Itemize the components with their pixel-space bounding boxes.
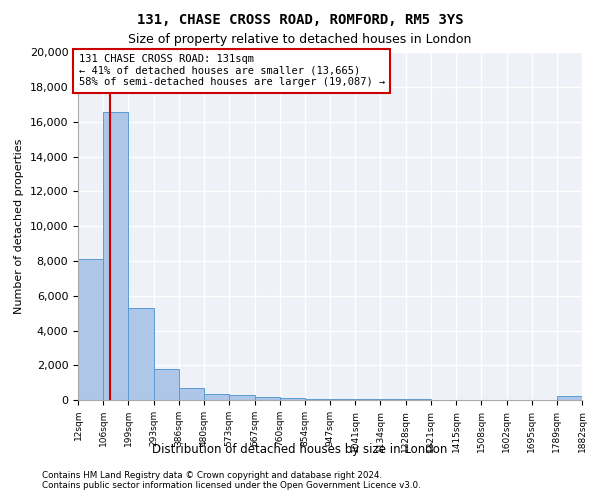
Bar [103,112,128,400]
Bar [355,399,380,400]
Text: Contains HM Land Registry data © Crown copyright and database right 2024.: Contains HM Land Registry data © Crown c… [42,471,382,480]
Bar [229,396,254,400]
Bar [330,398,355,400]
Bar [154,368,179,400]
Text: Distribution of detached houses by size in London: Distribution of detached houses by size … [152,442,448,456]
Bar [179,388,204,400]
Bar [557,396,582,400]
Text: 131 CHASE CROSS ROAD: 131sqm
← 41% of detached houses are smaller (13,665)
58% o: 131 CHASE CROSS ROAD: 131sqm ← 41% of de… [79,54,385,88]
Text: Size of property relative to detached houses in London: Size of property relative to detached ho… [128,32,472,46]
Bar [78,260,103,400]
Bar [128,308,154,400]
Text: 131, CHASE CROSS ROAD, ROMFORD, RM5 3YS: 131, CHASE CROSS ROAD, ROMFORD, RM5 3YS [137,12,463,26]
Bar [280,398,305,400]
Y-axis label: Number of detached properties: Number of detached properties [14,138,24,314]
Bar [254,398,280,400]
Text: Contains public sector information licensed under the Open Government Licence v3: Contains public sector information licen… [42,481,421,490]
Bar [204,394,229,400]
Bar [305,399,330,400]
